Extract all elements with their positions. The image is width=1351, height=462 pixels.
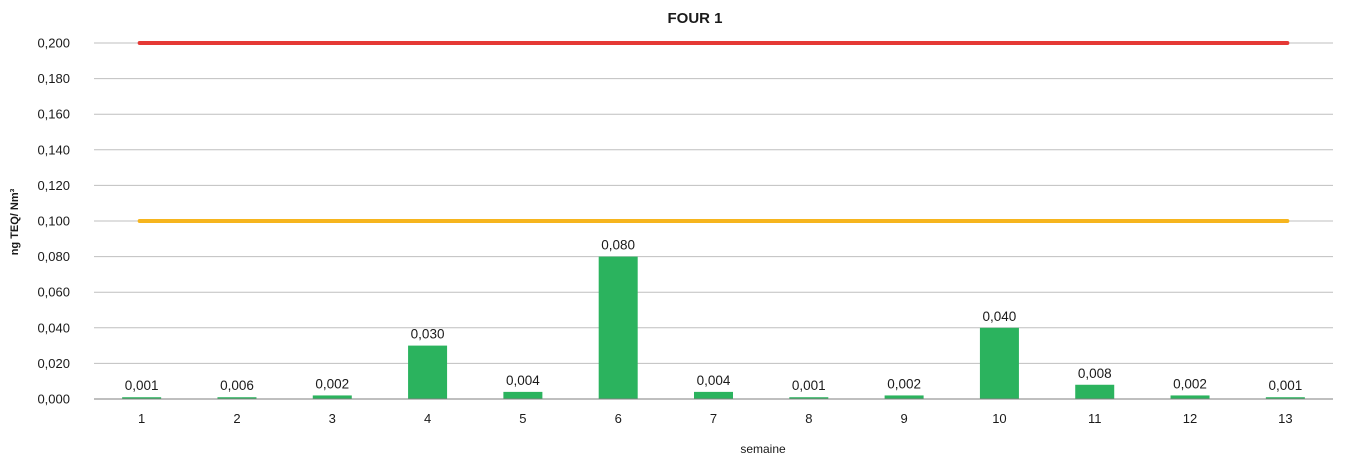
- x-axis-ticks: 1 2 3 4 5 6 7 8 9 10 11 12 13: [138, 411, 1293, 426]
- data-label: 0,001: [1268, 378, 1302, 393]
- data-label: 0,030: [411, 327, 445, 342]
- bar: [598, 256, 638, 399]
- data-label: 0,004: [506, 373, 540, 388]
- x-tick-label: 2: [233, 411, 240, 426]
- bar: [503, 391, 543, 399]
- y-axis-title: ng TEQ/ Nm³: [9, 188, 21, 255]
- bar: [408, 345, 448, 399]
- bar: [217, 397, 257, 399]
- data-label: 0,040: [983, 309, 1017, 324]
- reference-lines: [137, 41, 1290, 223]
- bar: [884, 395, 924, 399]
- y-tick-label: 0,020: [37, 356, 70, 371]
- bar: [122, 397, 162, 399]
- y-tick-label: 0,040: [37, 320, 70, 335]
- x-tick-label: 11: [1088, 411, 1102, 426]
- x-tick-label: 8: [805, 411, 812, 426]
- x-tick-label: 13: [1278, 411, 1292, 426]
- y-tick-label: 0,160: [37, 107, 70, 122]
- y-tick-label: 0,060: [37, 285, 70, 300]
- data-label: 0,008: [1078, 366, 1112, 381]
- chart-title: FOUR 1: [667, 10, 722, 27]
- data-label: 0,002: [887, 376, 921, 391]
- bar: [979, 327, 1019, 399]
- bar: [312, 395, 352, 399]
- data-label: 0,001: [125, 378, 159, 393]
- x-tick-label: 9: [900, 411, 907, 426]
- x-tick-label: 12: [1183, 411, 1197, 426]
- data-label: 0,002: [315, 376, 349, 391]
- bar: [1265, 397, 1305, 399]
- x-axis-title: semaine: [740, 442, 786, 456]
- x-tick-label: 6: [615, 411, 622, 426]
- data-label: 0,002: [1173, 376, 1207, 391]
- data-label: 0,001: [792, 378, 826, 393]
- data-label: 0,006: [220, 378, 254, 393]
- bar: [694, 391, 733, 399]
- y-tick-label: 0,000: [37, 392, 70, 407]
- y-tick-label: 0,200: [37, 36, 70, 51]
- bars: [122, 256, 1305, 399]
- x-tick-label: 5: [519, 411, 526, 426]
- x-tick-label: 10: [992, 411, 1006, 426]
- x-tick-label: 4: [424, 411, 431, 426]
- data-label: 0,080: [601, 238, 635, 253]
- y-tick-label: 0,120: [37, 178, 70, 193]
- x-tick-label: 3: [329, 411, 336, 426]
- bar: [789, 397, 829, 399]
- y-tick-label: 0,180: [37, 71, 70, 86]
- bar: [1170, 395, 1210, 399]
- data-label: 0,004: [697, 373, 731, 388]
- y-tick-label: 0,100: [37, 214, 70, 229]
- x-tick-label: 7: [710, 411, 717, 426]
- y-tick-label: 0,140: [37, 142, 70, 157]
- y-tick-label: 0,080: [37, 249, 70, 264]
- bar: [1075, 384, 1115, 399]
- gridlines: [94, 42, 1333, 364]
- y-axis-ticks: 0,000 0,020 0,040 0,060 0,080 0,100 0,120 0,140…: [37, 36, 70, 407]
- x-tick-label: 1: [138, 411, 145, 426]
- data-labels: 0,001 0,006 0,002 0,030 0,004 0,080 0,004 0,001…: [125, 238, 1302, 394]
